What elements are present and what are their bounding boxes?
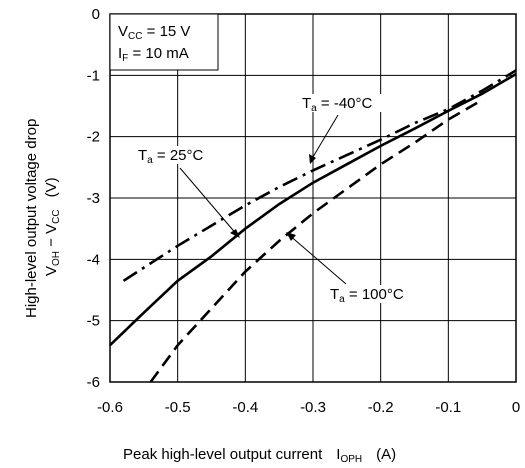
series-line-2 [149,98,483,383]
y-tick-label: -6 [87,374,100,391]
x-tick-label: -0.2 [368,399,394,416]
arrow-25 [179,167,239,237]
annotation-label-100: Ta = 100°C [330,286,404,305]
annotation-minus40: Ta = -40°C [298,94,384,164]
y-tick-label: -1 [87,67,100,84]
annotation-100: Ta = 100°C [286,232,420,305]
y-axis-label-line2: VOH − VCC(V) [43,177,62,276]
x-tick-label: -0.1 [435,399,461,416]
conditions-box: VCC = 15 V IF = 10 mA [109,13,219,71]
condition-if: IF = 10 mA [118,45,189,64]
arrow-minus40 [309,114,339,163]
x-tick-label: -0.6 [97,399,123,416]
y-tick-label: -3 [87,190,100,207]
x-tick-label: 0 [512,399,520,416]
x-axis-label: Peak high-level output current IOPH (A) [123,446,396,465]
annotation-25: Ta = 25°C [134,146,240,238]
arrow-100 [287,233,347,285]
y-axis-label: High-level output voltage drop VOH − VCC… [23,119,62,318]
series-line-0 [122,69,517,282]
y-axis-ticks: 0 -1 -2 -3 -4 -5 -6 [87,6,100,391]
x-axis-ticks: -0.6 -0.5 -0.4 -0.3 -0.2 -0.1 0 [97,399,520,416]
x-tick-label: -0.3 [300,399,326,416]
y-tick-label: -5 [87,313,100,330]
plot-area-border [109,13,517,383]
series-lines [109,69,517,383]
y-tick-label: 0 [92,6,100,23]
y-tick-label: -2 [87,129,100,146]
condition-vcc: VCC = 15 V [118,23,190,42]
annotation-label-25: Ta = 25°C [138,147,204,166]
y-axis-label-line1: High-level output voltage drop [23,119,40,318]
annotation-label-minus40: Ta = -40°C [302,95,373,114]
x-tick-label: -0.5 [165,399,191,416]
series-line-1 [109,72,517,347]
y-tick-label: -4 [87,251,100,268]
x-tick-label: -0.4 [232,399,258,416]
